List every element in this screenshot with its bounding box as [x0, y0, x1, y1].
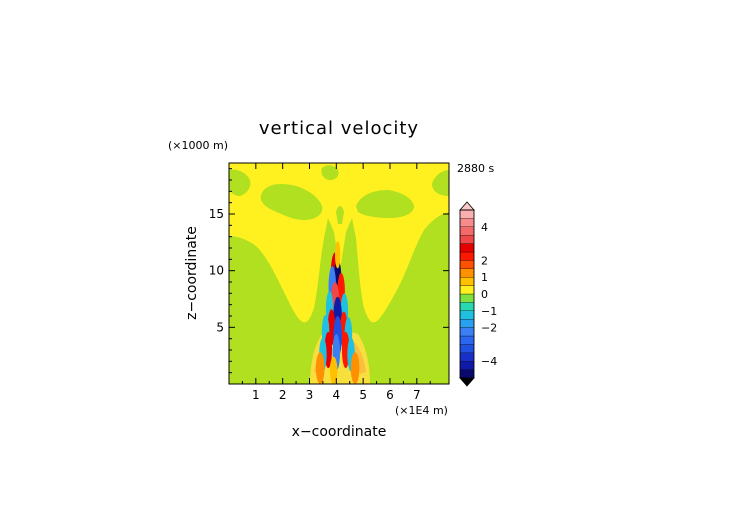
colorbar-band: [459, 319, 475, 328]
colorbar-min-extension: [459, 377, 475, 387]
colorbar: 4 2 1 0 −1 −2 −4: [459, 201, 497, 387]
x-tick-label: 6: [386, 388, 394, 402]
colorbar-tick-label: 2: [481, 254, 488, 267]
plot-frame: [228, 162, 450, 385]
field-blob: [321, 165, 339, 180]
jet-cell: [315, 352, 325, 384]
jet-core: [315, 241, 360, 384]
y-axis-label: z−coordinate: [184, 226, 200, 320]
colorbar-tick-label: 1: [481, 271, 488, 284]
colorbar-band: [459, 352, 475, 362]
y-tick-label: 15: [209, 207, 224, 221]
colorbar-band: [459, 209, 475, 219]
colorbar-band: [459, 335, 475, 345]
colorbar-band: [459, 369, 475, 379]
field-blob: [356, 190, 414, 218]
colorbar-band: [459, 310, 475, 320]
colorbar-max-extension: [459, 201, 475, 211]
colorbar-band: [459, 285, 475, 295]
colorbar-band: [459, 344, 475, 353]
x-tick-label: 4: [332, 388, 340, 402]
y-tick-label: 10: [209, 264, 224, 278]
colorbar-tick-label: −4: [481, 355, 497, 368]
field-blob: [229, 169, 251, 196]
x-tick-label: 1: [252, 388, 260, 402]
colorbar-tick-label: −2: [481, 322, 497, 335]
colorbar-band: [459, 251, 475, 261]
colorbar-band: [459, 327, 475, 337]
colorbar-band: [459, 218, 475, 227]
field-blob: [432, 170, 449, 196]
y-unit-label: (×1000 m): [168, 139, 228, 152]
colorbar-tick-label: 4: [481, 221, 488, 234]
jet-cell: [334, 241, 341, 269]
colorbar-band: [459, 302, 475, 311]
x-unit-label: (×1E4 m): [395, 404, 448, 417]
field-blob: [260, 184, 323, 220]
colorbar-band: [459, 277, 475, 286]
time-label: 2880 s: [457, 162, 494, 175]
x-tick-label: 2: [279, 388, 287, 402]
jet-cell: [329, 356, 338, 384]
colorbar-band: [459, 268, 475, 278]
x-axis-label: x−coordinate: [292, 424, 387, 440]
x-tick-label: 5: [359, 388, 367, 402]
jet-cell: [350, 352, 360, 384]
colorbar-band: [459, 361, 475, 370]
field-blob: [336, 206, 344, 224]
colorbar-band: [459, 235, 475, 244]
colorbar-band: [459, 293, 475, 303]
plot-area: [229, 163, 449, 384]
x-tick-label: 7: [413, 388, 421, 402]
colorbar-band: [459, 243, 475, 253]
y-tick-label: 5: [216, 320, 224, 334]
colorbar-band: [459, 260, 475, 269]
colorbar-tick-label: 0: [481, 288, 488, 301]
y-axis: 5 10 15: [209, 168, 449, 374]
colorbar-tick-label: −1: [481, 305, 497, 318]
x-axis: 1 2 3 4 5 6 7: [241, 163, 431, 402]
chart-title: vertical velocity: [259, 118, 419, 139]
colorbar-frame: [459, 209, 475, 379]
colorbar-band: [459, 226, 475, 236]
x-tick-label: 3: [306, 388, 314, 402]
